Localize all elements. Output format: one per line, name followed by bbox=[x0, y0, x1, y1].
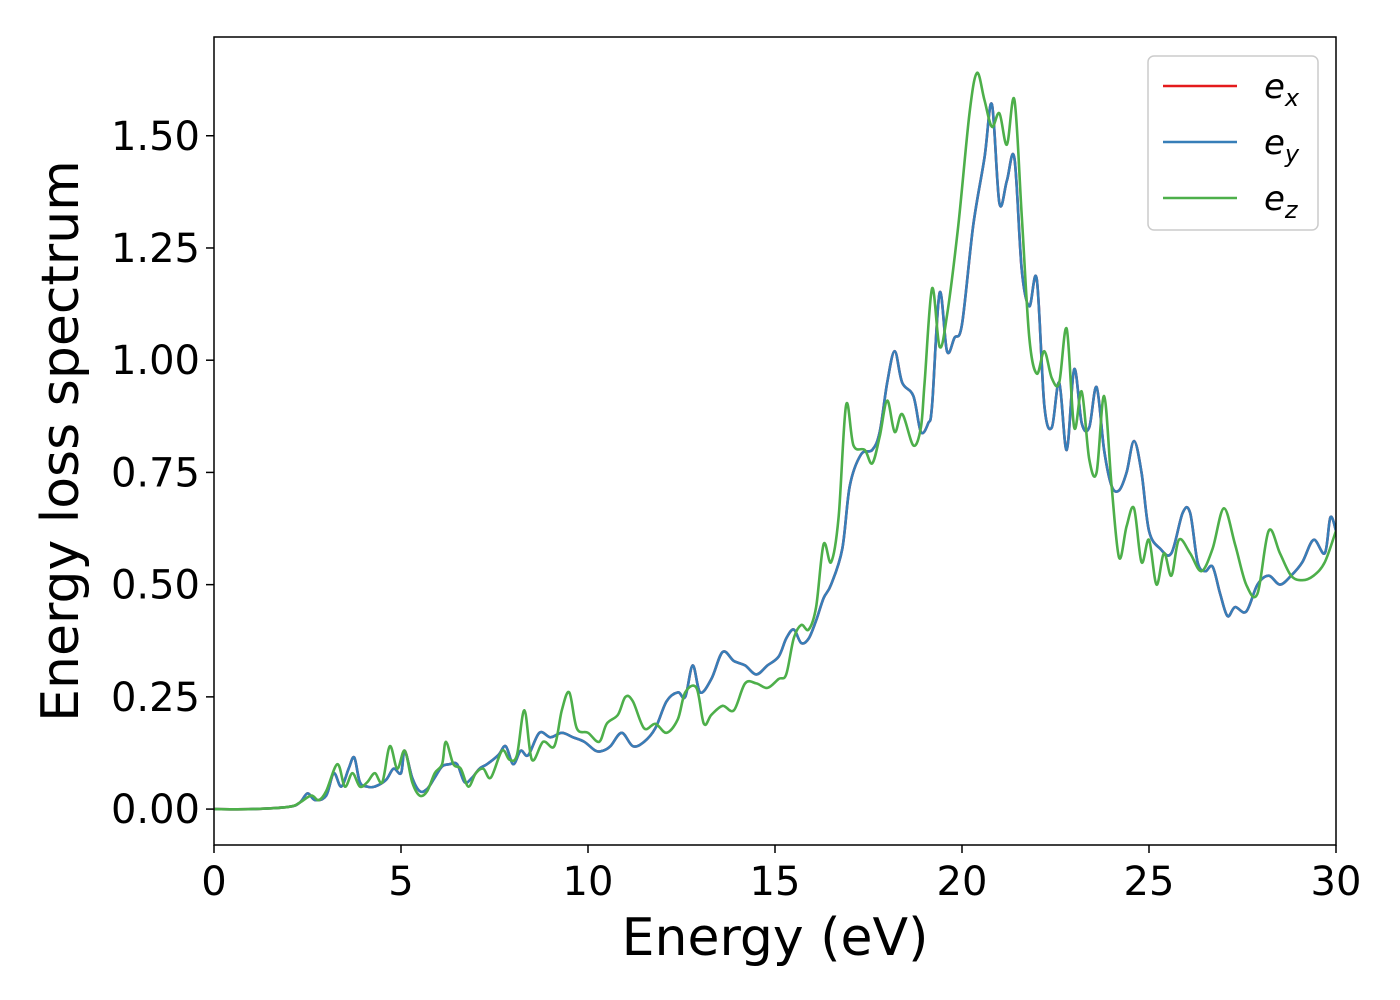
y-axis-ticks: 0.00 0.25 0.50 0.75 1.00 1.25 1.50 bbox=[111, 114, 214, 833]
legend-label-e-z: ez bbox=[1264, 179, 1299, 224]
legend-label-subscript: x bbox=[1284, 84, 1300, 112]
x-tick-label: 20 bbox=[937, 859, 988, 905]
y-tick-label: 1.25 bbox=[111, 226, 200, 272]
x-tick-label: 25 bbox=[1124, 859, 1175, 905]
y-tick-label: 1.00 bbox=[111, 338, 200, 384]
x-tick-label: 5 bbox=[388, 859, 413, 905]
y-tick-label: 0.00 bbox=[111, 787, 200, 833]
y-tick-label: 1.50 bbox=[111, 114, 200, 160]
y-axis-label: Energy loss spectrum bbox=[31, 160, 91, 722]
y-tick-label: 0.25 bbox=[111, 675, 200, 721]
x-axis-label: Energy (eV) bbox=[622, 908, 929, 968]
legend-label-base: e bbox=[1264, 123, 1285, 163]
series-line-e-y bbox=[214, 102, 1336, 811]
legend-label-subscript: z bbox=[1284, 196, 1299, 224]
x-tick-label: 30 bbox=[1311, 859, 1362, 905]
legend-label-base: e bbox=[1264, 67, 1285, 107]
legend-label-base: e bbox=[1264, 179, 1285, 219]
series-line-e-z bbox=[214, 71, 1336, 811]
x-tick-label: 10 bbox=[563, 859, 614, 905]
legend-label-e-y: ey bbox=[1264, 123, 1300, 168]
legend-label-subscript: y bbox=[1284, 140, 1300, 168]
y-tick-label: 0.75 bbox=[111, 450, 200, 496]
x-axis-ticks: 0 5 10 15 20 25 30 bbox=[201, 845, 1361, 905]
legend-label-e-x: ex bbox=[1264, 67, 1300, 112]
series-layer bbox=[214, 71, 1336, 811]
x-tick-label: 0 bbox=[201, 859, 226, 905]
y-tick-label: 0.50 bbox=[111, 563, 200, 609]
x-tick-label: 15 bbox=[750, 859, 801, 905]
